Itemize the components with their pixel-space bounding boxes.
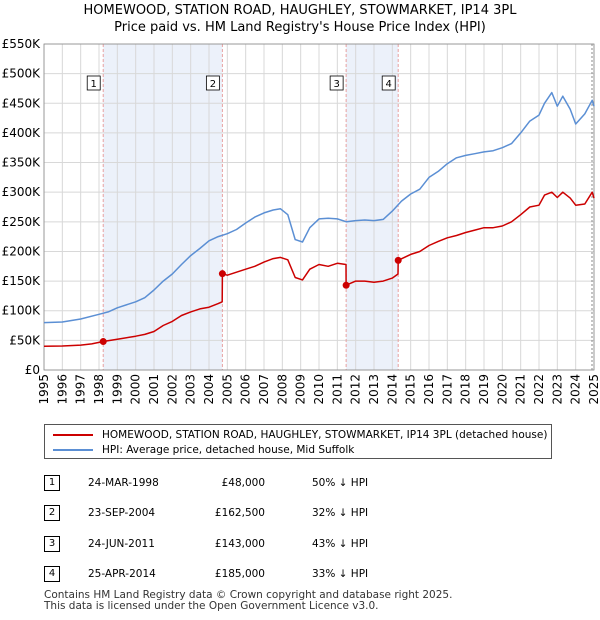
transaction-hpi: 50% ↓ HPI bbox=[312, 477, 369, 489]
sale-label: 4 bbox=[386, 79, 392, 90]
shaded-period bbox=[346, 44, 399, 370]
x-tick-label: 2013 bbox=[367, 374, 381, 405]
x-tick-label: 2016 bbox=[422, 374, 436, 405]
footer-line-2: This data is licensed under the Open Gov… bbox=[44, 600, 379, 612]
y-tick-label: £0 bbox=[25, 363, 40, 377]
legend-label-hpi: HPI: Average price, detached house, Mid … bbox=[102, 444, 355, 456]
chart-title: HOMEWOOD, STATION ROAD, HAUGHLEY, STOWMA… bbox=[0, 2, 600, 36]
x-tick-label: 2018 bbox=[459, 374, 473, 405]
hpi-line bbox=[43, 91, 595, 324]
sale-label: 1 bbox=[91, 79, 97, 90]
transaction-row: 4 25-APR-2014 £185,000 33% ↓ HPI bbox=[0, 566, 600, 582]
y-tick-label: £100K bbox=[2, 304, 42, 318]
x-tick-label: 2020 bbox=[495, 374, 509, 405]
y-tick-label: £450K bbox=[2, 96, 42, 110]
legend-swatch-hpi bbox=[53, 449, 93, 451]
y-tick-label: £150K bbox=[2, 274, 42, 288]
x-tick-label: 2024 bbox=[569, 374, 583, 405]
legend-label-property: HOMEWOOD, STATION ROAD, HAUGHLEY, STOWMA… bbox=[102, 429, 548, 441]
legend: HOMEWOOD, STATION ROAD, HAUGHLEY, STOWMA… bbox=[44, 424, 552, 459]
title-line-1: HOMEWOOD, STATION ROAD, HAUGHLEY, STOWMA… bbox=[83, 3, 517, 18]
x-tick-label: 2008 bbox=[275, 374, 289, 405]
transaction-number: 1 bbox=[44, 475, 60, 491]
x-tick-label: 2023 bbox=[550, 374, 564, 405]
x-tick-label: 2003 bbox=[184, 374, 198, 405]
x-tick-label: 2015 bbox=[404, 374, 418, 405]
transaction-hpi: 32% ↓ HPI bbox=[312, 507, 369, 519]
x-tick-label: 2017 bbox=[440, 374, 454, 405]
x-tick-label: 2005 bbox=[220, 374, 234, 405]
y-tick-label: £350K bbox=[2, 156, 42, 170]
sale-label: 2 bbox=[210, 79, 216, 90]
sale-point bbox=[99, 338, 107, 346]
x-tick-label: 2001 bbox=[147, 374, 161, 405]
x-tick-label: 2006 bbox=[239, 374, 253, 405]
transaction-row: 3 24-JUN-2011 £143,000 43% ↓ HPI bbox=[0, 536, 600, 552]
transaction-price: £162,500 bbox=[214, 507, 265, 519]
y-tick-label: £500K bbox=[2, 67, 42, 81]
x-tick-label: 1999 bbox=[110, 374, 124, 405]
transaction-date: 24-MAR-1998 bbox=[88, 477, 159, 489]
legend-item-hpi: HPI: Average price, detached house, Mid … bbox=[53, 443, 354, 457]
footer-line-1: Contains HM Land Registry data © Crown c… bbox=[44, 589, 453, 601]
y-tick-label: £250K bbox=[2, 215, 42, 229]
x-tick-label: 2002 bbox=[165, 374, 179, 405]
transaction-row: 1 24-MAR-1998 £48,000 50% ↓ HPI bbox=[0, 475, 600, 491]
x-tick-label: 2000 bbox=[129, 374, 143, 405]
transaction-price: £48,000 bbox=[221, 477, 265, 489]
transaction-date: 23-SEP-2004 bbox=[88, 507, 156, 519]
sale-point bbox=[218, 270, 226, 278]
transaction-date: 24-JUN-2011 bbox=[88, 538, 155, 550]
transaction-number: 2 bbox=[44, 505, 60, 521]
x-tick-label: 1998 bbox=[92, 374, 106, 405]
x-tick-label: 2004 bbox=[202, 374, 216, 405]
legend-item-property: HOMEWOOD, STATION ROAD, HAUGHLEY, STOWMA… bbox=[53, 428, 547, 442]
sale-label-box bbox=[329, 75, 344, 91]
transaction-price: £185,000 bbox=[214, 568, 265, 580]
legend-swatch-property bbox=[53, 434, 93, 436]
sale-label-box bbox=[381, 75, 396, 91]
transaction-date: 25-APR-2014 bbox=[88, 568, 156, 580]
x-tick-label: 2011 bbox=[330, 374, 344, 405]
transaction-number: 4 bbox=[44, 566, 60, 582]
x-tick-label: 2014 bbox=[385, 374, 399, 405]
shaded-period bbox=[103, 44, 223, 370]
sale-label-box bbox=[205, 75, 220, 91]
footer: Contains HM Land Registry data © Crown c… bbox=[44, 590, 452, 612]
x-tick-label: 1996 bbox=[55, 374, 69, 405]
sale-label: 3 bbox=[333, 79, 339, 90]
x-tick-label: 1995 bbox=[37, 374, 51, 405]
title-line-2: Price paid vs. HM Land Registry's House … bbox=[114, 20, 486, 35]
transaction-price: £143,000 bbox=[214, 538, 265, 550]
x-tick-label: 2010 bbox=[312, 374, 326, 405]
x-tick-label: 2007 bbox=[257, 374, 271, 405]
x-tick-label: 2025 bbox=[587, 374, 600, 405]
y-tick-label: £550K bbox=[2, 37, 42, 51]
plot-frame bbox=[43, 43, 595, 371]
y-tick-label: £400K bbox=[2, 126, 42, 140]
price-chart: £0 £50K £100K £150K £200K £250K £300K £350K £400… bbox=[2, 37, 600, 405]
x-tick-label: 2009 bbox=[294, 374, 308, 405]
sale-label-box bbox=[86, 75, 101, 91]
y-tick-label: £200K bbox=[2, 244, 42, 258]
x-tick-label: 2019 bbox=[477, 374, 491, 405]
transaction-number: 3 bbox=[44, 536, 60, 552]
sale-point bbox=[394, 256, 402, 264]
sale-point bbox=[342, 281, 350, 289]
transaction-hpi: 43% ↓ HPI bbox=[312, 538, 369, 550]
y-tick-label: £300K bbox=[2, 185, 42, 199]
transaction-hpi: 33% ↓ HPI bbox=[312, 568, 369, 580]
x-tick-label: 1997 bbox=[74, 374, 88, 405]
x-tick-label: 2022 bbox=[532, 374, 546, 405]
transaction-row: 2 23-SEP-2004 £162,500 32% ↓ HPI bbox=[0, 505, 600, 521]
x-tick-label: 2021 bbox=[514, 374, 528, 405]
y-tick-label: £50K bbox=[9, 333, 41, 347]
property-price-line bbox=[43, 191, 595, 348]
x-tick-label: 2012 bbox=[349, 374, 363, 405]
